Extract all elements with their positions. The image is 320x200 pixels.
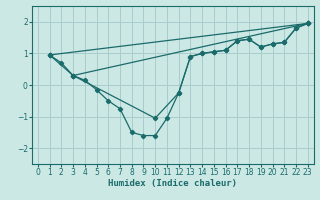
X-axis label: Humidex (Indice chaleur): Humidex (Indice chaleur) [108, 179, 237, 188]
